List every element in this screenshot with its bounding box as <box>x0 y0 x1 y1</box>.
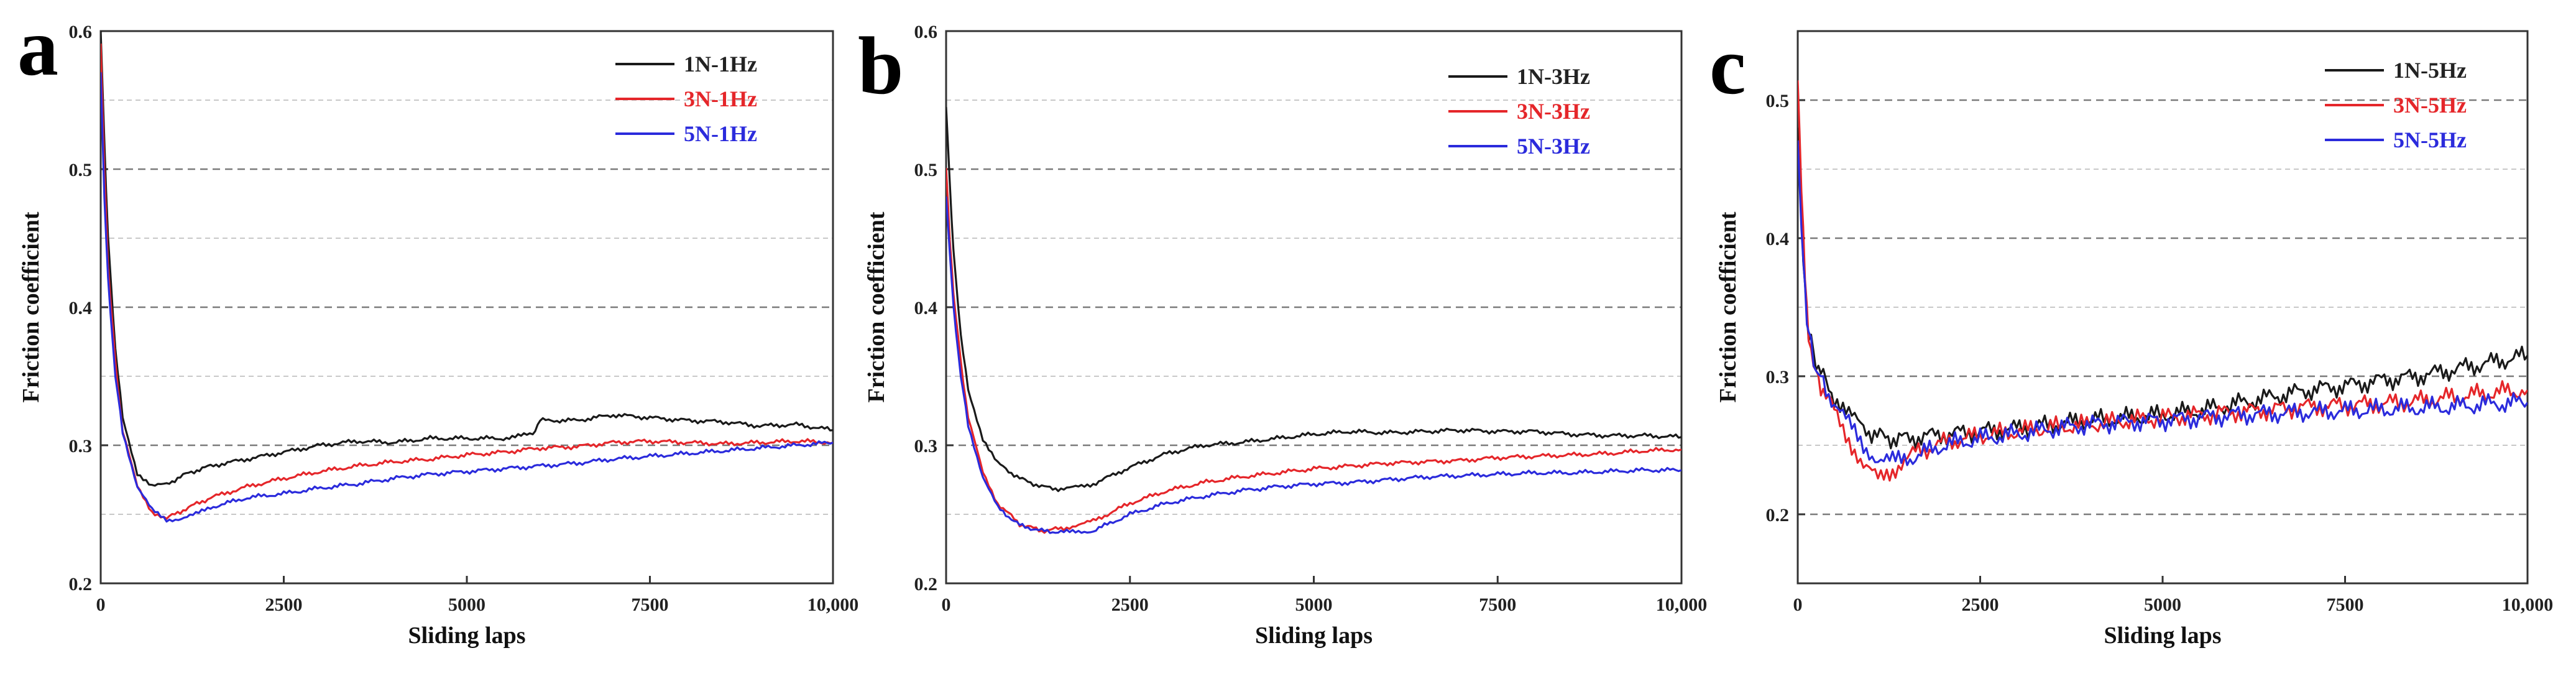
series-line-1N-3Hz <box>946 107 1681 493</box>
series-line-1N-5Hz <box>1798 127 2528 450</box>
series-line-3N-3Hz <box>946 167 1681 534</box>
legend-label: 5N-3Hz <box>1517 134 1590 159</box>
x-axis-title: Sliding laps <box>1255 623 1373 649</box>
panel-letter: b <box>858 20 903 111</box>
series-line-5N-5Hz <box>1798 140 2528 466</box>
panel-c: 0.2 0.3 0.4 0.5 0 2500 5000 7500 10,000 Sliding l… <box>1709 20 2553 649</box>
x-tick-label: 7500 <box>632 595 669 615</box>
y-tick-label: 0.4 <box>1766 229 1790 249</box>
legend-label: 1N-3Hz <box>1517 64 1590 89</box>
y-tick-label: 0.2 <box>69 574 93 595</box>
y-tick-label: 0.3 <box>69 436 93 456</box>
panel-b: 0.2 0.3 0.4 0.5 0.6 0 2500 5000 7500 10,000 Slidin… <box>858 20 1707 649</box>
y-tick-label: 0.2 <box>1766 505 1790 526</box>
legend-label: 1N-5Hz <box>2393 58 2467 83</box>
series-line-3N-1Hz <box>101 44 833 520</box>
y-tick-label: 0.6 <box>69 22 93 42</box>
y-tick-label: 0.5 <box>914 160 938 180</box>
legend-label: 3N-1Hz <box>684 86 757 111</box>
series-line-5N-1Hz <box>101 72 833 523</box>
y-axis-title: Friction coefficient <box>18 211 44 402</box>
x-tick-label: 5000 <box>1295 595 1333 615</box>
x-tick-label: 7500 <box>1479 595 1516 615</box>
series-line-1N-1Hz <box>101 31 833 487</box>
y-tick-label: 0.4 <box>914 298 938 318</box>
x-tick-label: 10,000 <box>2502 595 2554 615</box>
y-tick-label: 0.5 <box>1766 91 1790 111</box>
legend-label: 5N-1Hz <box>684 121 757 146</box>
x-tick-label: 2500 <box>1111 595 1149 615</box>
y-tick-label: 0.2 <box>914 574 938 595</box>
legend-label: 1N-1Hz <box>684 52 757 76</box>
x-axis-title: Sliding laps <box>2104 623 2221 649</box>
panel-a: 0.2 0.3 0.4 0.5 0.6 0 2500 5000 7500 10,000 Slidin… <box>17 1 858 649</box>
panel-letter: a <box>17 1 58 93</box>
y-axis-title: Friction coefficient <box>1715 211 1741 402</box>
x-tick-label: 10,000 <box>807 595 859 615</box>
y-tick-label: 0.5 <box>69 160 93 180</box>
x-tick-label: 2500 <box>1962 595 1999 615</box>
x-tick-label: 0 <box>96 595 106 615</box>
y-tick-label: 0.6 <box>914 22 938 42</box>
y-axis-title: Friction coefficient <box>863 211 890 402</box>
x-tick-label: 5000 <box>448 595 485 615</box>
x-tick-label: 10,000 <box>1656 595 1708 615</box>
x-axis-title: Sliding laps <box>408 623 525 649</box>
x-tick-label: 0 <box>1793 595 1803 615</box>
x-tick-label: 7500 <box>2327 595 2364 615</box>
legend-label: 5N-5Hz <box>2393 127 2467 152</box>
x-tick-label: 5000 <box>2144 595 2181 615</box>
y-tick-label: 0.4 <box>69 298 93 318</box>
legend-label: 3N-3Hz <box>1517 99 1590 124</box>
y-tick-label: 0.3 <box>1766 367 1790 387</box>
x-tick-label: 2500 <box>265 595 303 615</box>
panel-letter: c <box>1709 20 1746 111</box>
legend-label: 3N-5Hz <box>2393 93 2467 118</box>
y-tick-label: 0.3 <box>914 436 938 456</box>
x-tick-label: 0 <box>942 595 951 615</box>
series-line-5N-3Hz <box>946 196 1681 534</box>
